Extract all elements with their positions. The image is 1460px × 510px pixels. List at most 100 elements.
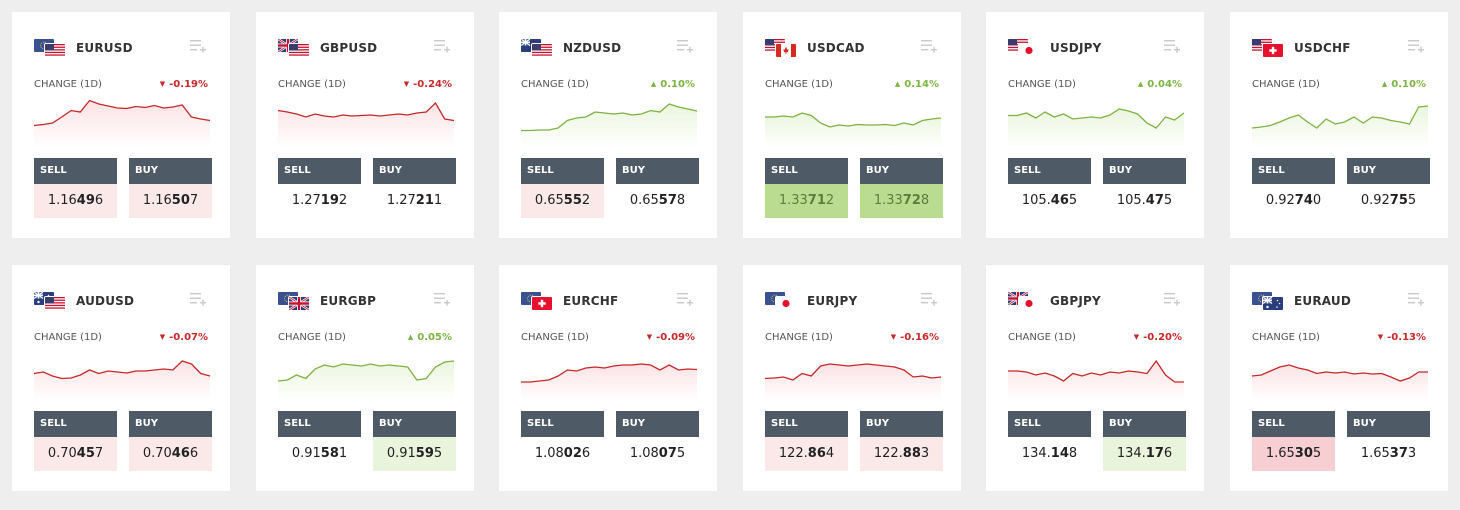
buy-button[interactable]: BUY 1.65373 [1347,411,1430,471]
list-add-icon[interactable] [190,291,208,307]
sell-button[interactable]: SELL 0.70457 [34,411,117,471]
price-tail: 5 [433,446,443,461]
list-add-icon[interactable] [921,38,939,54]
buy-button[interactable]: BUY 1.33728 [860,158,943,218]
change-row: CHANGE (1D) ▼ -0.24% [278,79,452,93]
change-percent: 0.05% [417,332,452,343]
buy-button[interactable]: BUY 0.70466 [129,411,212,471]
sparkline-area [521,364,697,401]
buy-label: BUY [616,158,699,184]
buy-button[interactable]: BUY 1.16507 [129,158,212,218]
sparkline-line [33,99,211,127]
change-row: CHANGE (1D) ▼ -0.09% [521,332,695,346]
sell-price: 1.65305 [1252,437,1335,471]
price-tail: 5 [1163,193,1173,208]
card-header: EURGBP [278,292,376,310]
change-value: ▼ -0.20% [1134,332,1182,343]
change-value: ▲ 0.10% [651,79,695,90]
sell-price: 0.91581 [278,437,361,471]
buy-price: 1.27211 [373,184,456,218]
currency-card-gbpjpy: GBPJPY CHANGE (1D) ▼ -0.20% SELL 134.148 … [986,265,1204,491]
list-add-icon[interactable] [1164,291,1182,307]
card-header: EURUSD [34,39,133,57]
sell-button[interactable]: SELL 0.92740 [1252,158,1335,218]
list-add-icon[interactable] [1164,38,1182,54]
sell-button[interactable]: SELL 1.08026 [521,411,604,471]
change-arrow-icon: ▲ [894,80,901,88]
sell-price: 1.16496 [34,184,117,218]
sell-button[interactable]: SELL 105.465 [1008,158,1091,218]
buy-button[interactable]: BUY 0.91595 [373,411,456,471]
pair-name: GBPUSD [320,41,378,55]
sell-button[interactable]: SELL 0.65552 [521,158,604,218]
pair-name: EURJPY [807,294,858,308]
sell-price: 134.148 [1008,437,1091,471]
currency-flags [278,39,310,57]
price-main: 1.33 [873,193,903,208]
buy-label: BUY [129,158,212,184]
buy-button[interactable]: BUY 0.65578 [616,158,699,218]
sell-button[interactable]: SELL 1.27192 [278,158,361,218]
currency-flags [1252,39,1284,57]
buy-price: 0.70466 [129,437,212,471]
change-row: CHANGE (1D) ▼ -0.16% [765,332,939,346]
flag-us-icon [289,44,309,57]
list-add-icon[interactable] [1408,38,1426,54]
sell-button[interactable]: SELL 134.148 [1008,411,1091,471]
card-header: USDCHF [1252,39,1351,57]
sparkline-area [34,100,210,148]
change-arrow-icon: ▼ [1377,333,1384,341]
list-add-icon[interactable] [677,291,695,307]
buy-button[interactable]: BUY 122.883 [860,411,943,471]
sparkline-chart [277,98,455,148]
change-row: CHANGE (1D) ▼ -0.20% [1008,332,1182,346]
flag-us-icon [45,297,65,310]
flag-us-icon [45,44,65,57]
price-main: 0.65 [534,193,564,208]
buy-label: BUY [616,411,699,437]
pair-name: USDJPY [1050,41,1102,55]
sparkline-area [521,104,697,148]
sell-button[interactable]: SELL 0.91581 [278,411,361,471]
sell-button[interactable]: SELL 1.16496 [34,158,117,218]
sparkline-chart [765,98,942,148]
sparkline-chart [1008,98,1185,148]
sell-price: 122.864 [765,437,848,471]
list-add-icon[interactable] [434,291,452,307]
sparkline-area [278,361,454,401]
price-tail: 2 [581,193,591,208]
buy-button[interactable]: BUY 134.176 [1103,411,1186,471]
change-label: CHANGE (1D) [765,332,833,343]
sell-label: SELL [765,158,848,184]
change-arrow-icon: ▲ [1137,80,1144,88]
sparkline-line [1251,364,1428,382]
sell-button[interactable]: SELL 1.65305 [1252,411,1335,471]
change-value: ▼ -0.16% [891,332,939,343]
price-main: 0.65 [629,193,659,208]
price-pips: 47 [1145,193,1164,208]
price-tail: 5 [676,446,686,461]
currency-card-eurchf: EURCHF CHANGE (1D) ▼ -0.09% SELL 1.08026 … [499,265,717,491]
price-pips: 72 [902,193,921,208]
change-value: ▼ -0.09% [647,332,695,343]
price-main: 122. [778,446,808,461]
price-pips: 14 [1050,446,1069,461]
sell-button[interactable]: SELL 122.864 [765,411,848,471]
sparkline-area [278,103,454,148]
sparkline-area [1008,361,1184,401]
pair-name: NZDUSD [563,41,622,55]
buy-button[interactable]: BUY 1.08075 [616,411,699,471]
change-label: CHANGE (1D) [278,332,346,343]
sell-button[interactable]: SELL 1.33712 [765,158,848,218]
price-tail: 3 [920,446,930,461]
buy-label: BUY [1347,158,1430,184]
list-add-icon[interactable] [677,38,695,54]
buy-button[interactable]: BUY 105.475 [1103,158,1186,218]
change-arrow-icon: ▼ [646,333,653,341]
list-add-icon[interactable] [1408,291,1426,307]
list-add-icon[interactable] [190,38,208,54]
list-add-icon[interactable] [434,38,452,54]
list-add-icon[interactable] [921,291,939,307]
buy-button[interactable]: BUY 0.92755 [1347,158,1430,218]
buy-button[interactable]: BUY 1.27211 [373,158,456,218]
